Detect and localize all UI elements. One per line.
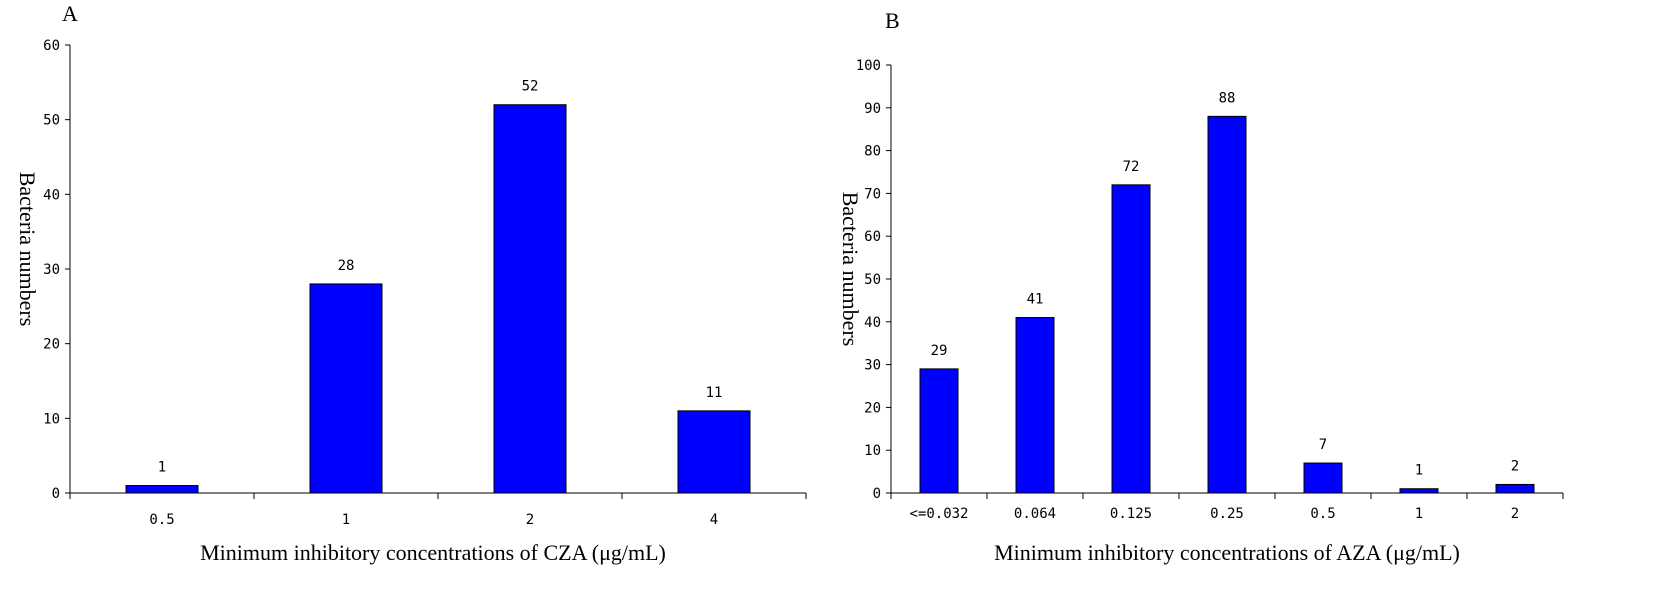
panel-b-bar-3 — [1111, 184, 1151, 494]
panel-b-data-label-1: 29 — [931, 343, 948, 359]
panel-a-y-axis: 0 10 20 30 40 50 60 — [43, 38, 71, 502]
panel-b-y-tick-label: 60 — [864, 229, 881, 245]
panel-a-data-label-4: 11 — [706, 385, 723, 401]
panel-b-x-tick-label-5: 0.5 — [1310, 506, 1335, 522]
panel-b-y-axis: 0 10 20 30 40 50 60 70 80 90 100 — [856, 58, 892, 502]
chart-panel-b: B 0 10 20 30 40 50 60 70 80 90 100 <=0.032 0.064 0.1… — [838, 8, 1564, 565]
panel-b-bars — [919, 115, 1535, 494]
panel-a-y-tick-label: 30 — [43, 262, 60, 278]
panel-a-y-tick-label: 20 — [43, 337, 60, 353]
panel-b-y-axis-title: Bacteria numbers — [838, 192, 863, 347]
panel-b-data-labels: 29 41 72 88 7 1 2 — [931, 90, 1520, 478]
chart-panel-a: A 0 10 20 30 40 50 60 0.5 1 2 4 1 28 52 11 Minimum i… — [15, 1, 807, 565]
panel-b-x-tick-label-1: <=0.032 — [909, 506, 968, 522]
panel-b-x-tick-label-4: 0.25 — [1210, 506, 1244, 522]
panel-a-bar-1 — [125, 485, 199, 494]
panel-letter-a: A — [62, 1, 78, 26]
panel-b-y-tick-label: 50 — [864, 272, 881, 288]
panel-a-y-tick-label: 50 — [43, 113, 60, 129]
panel-b-y-tick-label: 0 — [873, 486, 881, 502]
panel-letter-b: B — [885, 8, 900, 33]
panel-b-y-tick-label: 10 — [864, 443, 881, 459]
panel-b-data-label-5: 7 — [1319, 437, 1327, 453]
panel-a-data-label-1: 1 — [158, 460, 166, 476]
panel-a-y-tick-label: 10 — [43, 411, 60, 427]
panel-a-bars — [125, 104, 751, 494]
panel-b-data-label-2: 41 — [1027, 292, 1044, 308]
panel-a-bar-2 — [309, 283, 383, 494]
panel-a-x-axis-title: Minimum inhibitory concentrations of CZA… — [200, 540, 666, 565]
panel-b-y-tick-label: 40 — [864, 315, 881, 331]
panel-b-data-label-6: 1 — [1415, 463, 1423, 479]
panel-b-bar-4 — [1207, 115, 1247, 494]
panel-b-x-tick-label-2: 0.064 — [1014, 506, 1056, 522]
panel-b-x-tick-label-7: 2 — [1511, 506, 1519, 522]
panel-a-data-label-2: 28 — [338, 258, 355, 274]
panel-a-data-labels: 1 28 52 11 — [158, 79, 723, 476]
panel-b-x-axis: <=0.032 0.064 0.125 0.25 0.5 1 2 — [890, 492, 1564, 522]
panel-b-y-tick-label: 20 — [864, 400, 881, 416]
panel-b-bar-7 — [1495, 483, 1535, 494]
panel-a-y-axis-title: Bacteria numbers — [15, 172, 40, 327]
panel-a-x-tick-label-1: 0.5 — [149, 512, 174, 528]
panel-a-y-tick-label: 40 — [43, 187, 60, 203]
panel-b-bar-6 — [1399, 488, 1439, 494]
panel-b-x-tick-label-3: 0.125 — [1110, 506, 1152, 522]
panel-b-y-tick-label: 30 — [864, 358, 881, 374]
panel-a-bar-3 — [493, 104, 567, 494]
panel-b-data-label-7: 2 — [1511, 458, 1519, 474]
panel-b-bar-1 — [919, 368, 959, 494]
panel-b-y-tick-label: 100 — [856, 58, 881, 74]
panel-b-data-label-3: 72 — [1123, 159, 1140, 175]
panel-a-y-tick-label: 0 — [52, 486, 60, 502]
panel-b-y-tick-label: 90 — [864, 101, 881, 117]
panel-a-data-label-3: 52 — [522, 79, 539, 95]
panel-b-x-tick-label-6: 1 — [1415, 506, 1423, 522]
panel-a-x-tick-label-3: 2 — [526, 512, 534, 528]
panel-b-bar-2 — [1015, 317, 1055, 494]
panel-b-data-label-4: 88 — [1219, 90, 1236, 106]
panel-a-x-tick-label-2: 1 — [342, 512, 350, 528]
panel-b-y-tick-label: 70 — [864, 186, 881, 202]
panel-b-x-axis-title: Minimum inhibitory concentrations of AZA… — [994, 540, 1460, 565]
panel-a-x-axis: 0.5 1 2 4 — [69, 492, 807, 528]
panel-a-x-tick-label-4: 4 — [710, 512, 718, 528]
panel-b-bar-5 — [1303, 462, 1343, 494]
panel-b-y-tick-label: 80 — [864, 144, 881, 160]
panel-a-y-tick-label: 60 — [43, 38, 60, 54]
panel-a-bar-4 — [677, 410, 751, 494]
